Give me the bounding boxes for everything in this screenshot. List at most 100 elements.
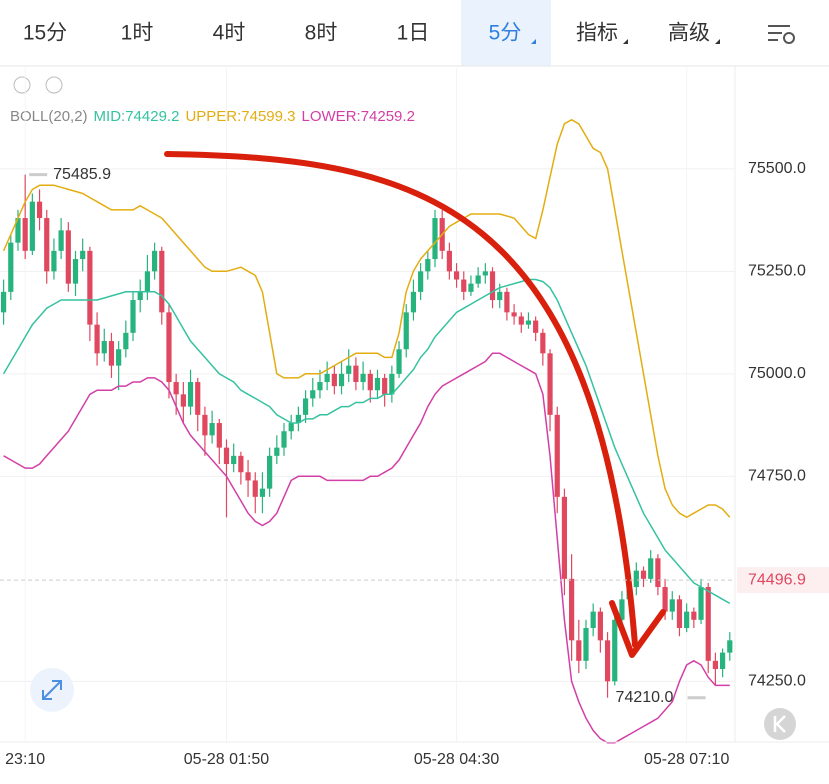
candle-body [640, 570, 647, 579]
candle-body [712, 660, 719, 670]
candle-body [518, 316, 524, 325]
y-tick-label: 75250.0 [748, 263, 806, 280]
candle-body [418, 271, 424, 292]
tab[interactable]: 1时 [121, 22, 154, 45]
candle-body [453, 271, 460, 280]
candle-body [310, 390, 316, 399]
trend-arrow [164, 151, 666, 658]
candle-body [569, 578, 575, 641]
candle-body [317, 382, 323, 391]
tab[interactable]: 指标 [576, 22, 618, 45]
tab[interactable]: 1日 [397, 22, 430, 45]
candle-body [151, 250, 158, 272]
boll-line [2, 278, 731, 605]
active-tab-bg [461, 0, 551, 66]
candle-body [216, 423, 222, 448]
candle-body [612, 619, 618, 682]
candle-body [288, 423, 294, 432]
candle-body [195, 382, 201, 415]
candle-body [597, 611, 603, 641]
candle-body [231, 455, 237, 465]
candle-body [324, 373, 330, 383]
candle-body [8, 242, 14, 292]
candle-body [65, 230, 71, 284]
tab[interactable]: 15分 [23, 22, 67, 45]
candle-body [87, 250, 93, 325]
x-tick-label: 23:10 [5, 751, 45, 768]
tab[interactable]: 5分 [489, 22, 522, 45]
candle-body [36, 201, 43, 219]
collapse-icon[interactable] [13, 76, 31, 94]
candle-body [590, 611, 596, 629]
candle-body [511, 312, 517, 317]
candle-body [720, 652, 726, 670]
candle-body [29, 201, 35, 251]
candle-body [101, 341, 107, 354]
scroll-latest-button[interactable] [764, 708, 796, 740]
candle-body [302, 398, 309, 415]
candle-body [187, 382, 194, 407]
candle-body [676, 599, 683, 629]
candle-body [489, 271, 496, 301]
min-label: 74210.0 [616, 689, 674, 706]
y-tick-label: 74250.0 [748, 673, 806, 690]
candle-body [497, 291, 503, 301]
settings-small-icon[interactable] [45, 76, 63, 94]
tab[interactable]: 高级 [668, 22, 710, 45]
candle-body [547, 353, 553, 415]
candle-body [468, 283, 474, 292]
candle-body [22, 218, 28, 251]
candle-body [604, 640, 611, 682]
candle-body [504, 291, 510, 313]
settings-icon[interactable] [768, 25, 795, 44]
candle-body [58, 230, 64, 251]
candle-body [80, 250, 86, 260]
candle-body [655, 558, 661, 588]
candle-body [159, 250, 165, 313]
boll-line [3, 352, 730, 744]
candle-body [367, 373, 373, 391]
last-price-label: 74496.9 [748, 571, 806, 588]
toolbar: 15分 1时 4时 8时 1日 5分 指标 高级 [23, 0, 720, 66]
max-label: 75485.9 [53, 166, 111, 183]
candle-body [525, 320, 532, 325]
candle-body [137, 291, 143, 301]
candle-body [116, 349, 122, 366]
dropdown-caret [531, 39, 536, 44]
candle-body [374, 377, 381, 391]
candle-body [684, 611, 690, 629]
candle-body [540, 332, 546, 354]
candle-body [238, 455, 244, 473]
candle-body [360, 373, 366, 383]
expand-icon [42, 680, 62, 700]
candle-body [382, 377, 388, 395]
candle-body [705, 587, 711, 661]
candle-body [619, 599, 625, 620]
candle-body [691, 611, 697, 620]
candle-body [475, 275, 481, 284]
candle-body [482, 271, 488, 276]
scroll-latest-icon [773, 715, 786, 733]
candle-body [252, 480, 258, 497]
candle-body [331, 373, 337, 387]
candle-body [727, 640, 733, 653]
candle-body [130, 300, 136, 333]
candle-body [633, 570, 639, 588]
x-tick-label: 05-28 01:50 [184, 751, 270, 768]
tab[interactable]: 4时 [213, 22, 246, 45]
candle-body [698, 587, 704, 620]
y-tick-label: 74750.0 [748, 468, 806, 485]
legend-mid: MID:74429.2 [94, 108, 180, 125]
candle-body [144, 271, 150, 292]
candle-body [389, 373, 395, 395]
candle-body [346, 365, 352, 374]
dropdown-caret [623, 39, 628, 44]
legend-upper: UPPER:74599.3 [185, 108, 295, 125]
candle-body [173, 382, 179, 395]
candle-body [432, 218, 438, 260]
tab[interactable]: 8时 [305, 22, 338, 45]
candle-body [180, 394, 186, 407]
candle-body [396, 349, 402, 374]
